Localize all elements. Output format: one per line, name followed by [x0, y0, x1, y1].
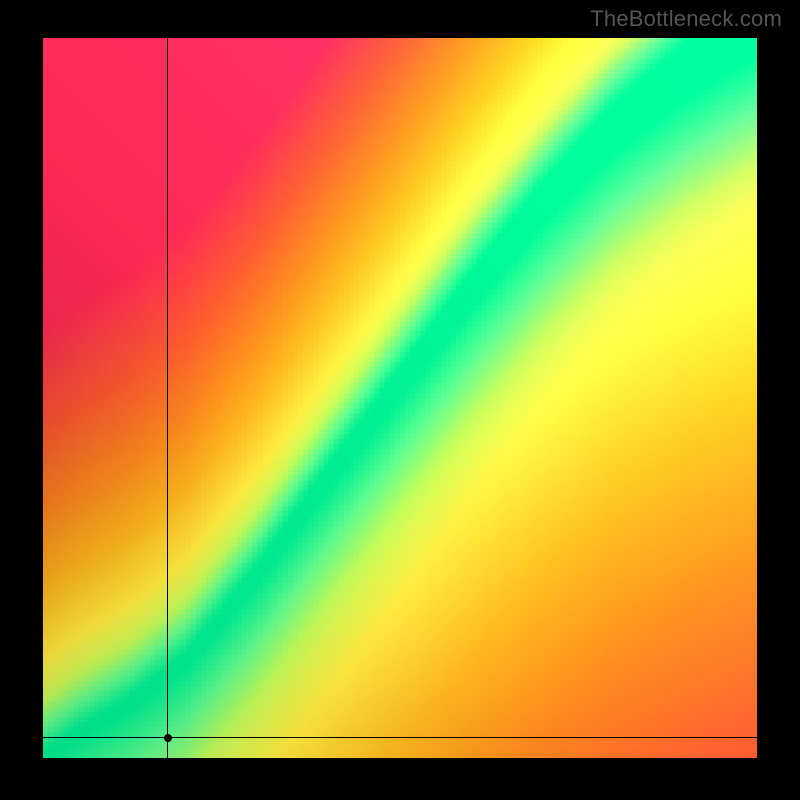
crosshair-horizontal	[43, 737, 757, 738]
crosshair-vertical	[167, 38, 168, 758]
watermark-text: TheBottleneck.com	[590, 6, 782, 32]
chart-container: TheBottleneck.com	[0, 0, 800, 800]
bottleneck-heatmap	[43, 38, 757, 758]
marker-point	[164, 734, 172, 742]
